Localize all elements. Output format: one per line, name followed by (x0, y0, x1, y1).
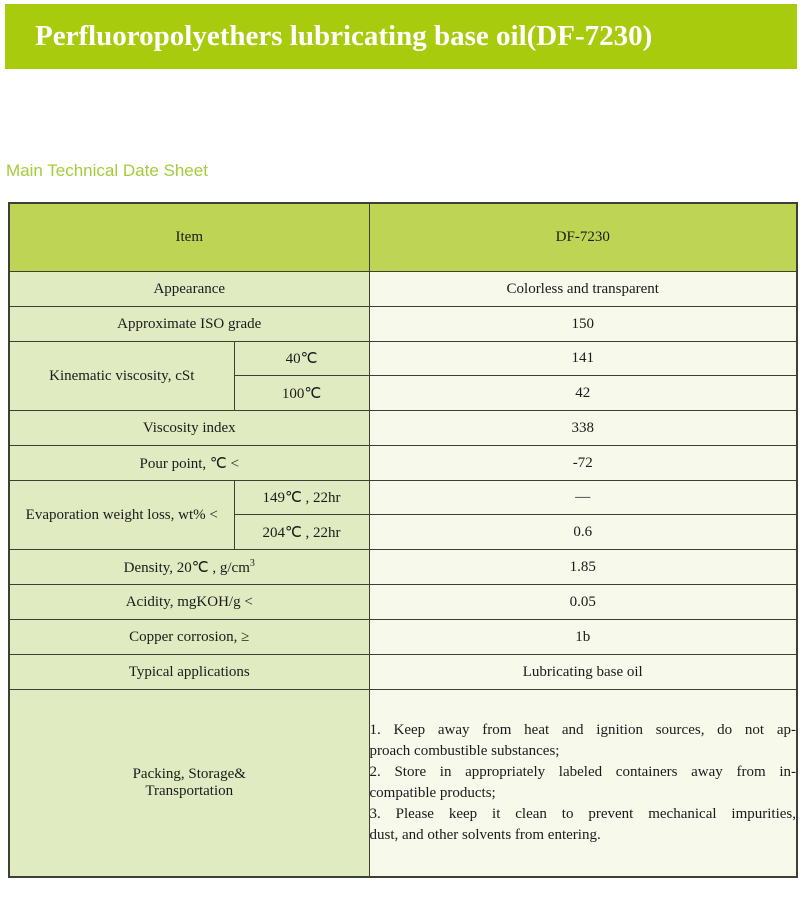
density-label-superscript: 3 (249, 557, 255, 569)
density-label: Density, 20℃ , g/cm3 (8, 549, 370, 585)
packing-value-line: compatible products; (369, 785, 496, 801)
packing-value-line: 2. Store in appropriately labeled contai… (369, 764, 796, 780)
packing-value-line: 3. Please keep it clean to prevent mecha… (369, 806, 796, 822)
packing-value-line: 1. Keep away from heat and ignition sour… (369, 722, 796, 738)
table-row: 100℃ 42 (9, 375, 798, 411)
viscosity-index-value: 338 (368, 410, 798, 446)
packing-value: 1. Keep away from heat and ignition sour… (368, 689, 798, 878)
appearance-label: Appearance (8, 271, 370, 307)
spec-table: Item DF-7230 Appearance Colorless and tr… (8, 202, 798, 878)
packing-label-line2: Transportation (145, 783, 234, 799)
header-product-cell: DF-7230 (368, 202, 798, 272)
kinematic-viscosity-condition-40: 40℃ (233, 341, 370, 376)
table-row: Approximate ISO grade 150 (8, 306, 798, 342)
table-header-row: Item DF-7230 (8, 202, 798, 272)
table-row: Typical applications Lubricating base oi… (8, 654, 798, 690)
kinematic-viscosity-label: Kinematic viscosity, cSt (8, 341, 235, 411)
table-row: Kinematic viscosity, cSt 40℃ 141 (8, 341, 798, 411)
density-value: 1.85 (368, 549, 798, 585)
table-row: Density, 20℃ , g/cm3 1.85 (8, 549, 798, 585)
evaporation-loss-condition-149: 149℃ , 22hr (233, 480, 370, 515)
density-label-text: Density, 20℃ , g/cm (123, 559, 250, 576)
typical-applications-label: Typical applications (8, 654, 370, 690)
table-row: Packing, Storage& Transportation 1. Keep… (8, 689, 798, 878)
evaporation-loss-value-149: — (368, 480, 798, 515)
packing-label-line1: Packing, Storage& (132, 766, 246, 782)
iso-grade-label: Approximate ISO grade (8, 306, 370, 342)
packing-value-line: dust, and other solvents from entering. (369, 827, 601, 843)
table-row: Evaporation weight loss, wt% < 149℃ , 22… (8, 480, 798, 550)
packing-label: Packing, Storage& Transportation (8, 689, 370, 878)
section-heading: Main Technical Date Sheet (6, 161, 208, 180)
viscosity-index-label: Viscosity index (8, 410, 370, 446)
iso-grade-value: 150 (368, 306, 798, 342)
kinematic-viscosity-condition-100: 100℃ (233, 375, 370, 411)
header-item-cell: Item (8, 202, 370, 272)
evaporation-loss-value-204: 0.6 (368, 514, 798, 550)
packing-value-line: proach combustible substances; (369, 743, 560, 759)
table-row: Acidity, mgKOH/g < 0.05 (8, 584, 798, 620)
title-banner: Perfluoropolyethers lubricating base oil… (5, 4, 797, 69)
table-row: Viscosity index 338 (8, 410, 798, 446)
page-title: Perfluoropolyethers lubricating base oil… (35, 20, 653, 52)
pour-point-value: -72 (368, 445, 798, 481)
table-row: Pour point, ℃ < -72 (8, 445, 798, 481)
acidity-value: 0.05 (368, 584, 798, 620)
table-row: Copper corrosion, ≥ 1b (8, 619, 798, 655)
table-row: Appearance Colorless and transparent (8, 271, 798, 307)
pour-point-label: Pour point, ℃ < (8, 445, 370, 481)
evaporation-loss-label: Evaporation weight loss, wt% < (8, 480, 235, 550)
copper-corrosion-value: 1b (368, 619, 798, 655)
copper-corrosion-label: Copper corrosion, ≥ (8, 619, 370, 655)
table-row: 204℃ , 22hr 0.6 (9, 514, 798, 550)
kinematic-viscosity-value-100: 42 (368, 375, 798, 411)
typical-applications-value: Lubricating base oil (368, 654, 798, 690)
appearance-value: Colorless and transparent (368, 271, 798, 307)
evaporation-loss-condition-204: 204℃ , 22hr (233, 514, 370, 550)
kinematic-viscosity-value-40: 141 (368, 341, 798, 376)
acidity-label: Acidity, mgKOH/g < (8, 584, 370, 620)
